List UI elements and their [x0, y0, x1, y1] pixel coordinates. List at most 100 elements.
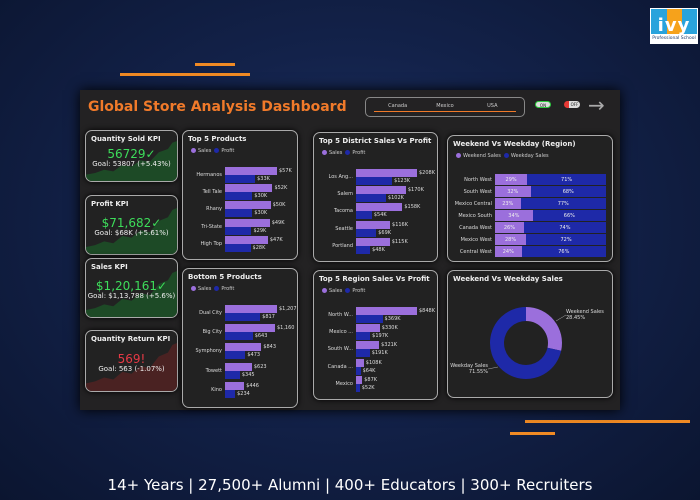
profit-bar[interactable]: [356, 177, 393, 185]
profit-bar[interactable]: [225, 192, 253, 201]
bar-category-label: Tell Tale: [202, 189, 222, 196]
slicer-usa[interactable]: USA: [468, 103, 516, 112]
sales-bar[interactable]: [356, 375, 363, 384]
profit-bar[interactable]: [225, 209, 253, 218]
bar-data-label: $369K: [384, 316, 401, 322]
legend-swatch-sales: [322, 288, 327, 293]
profit-bar[interactable]: [225, 351, 246, 360]
legend-swatch-profit: [345, 288, 351, 293]
bar-data-label: $87K: [364, 376, 378, 383]
stacked-bar[interactable]: 24% 76%: [495, 246, 606, 257]
stacked-bar[interactable]: 34% 66%: [495, 210, 606, 221]
weekday-segment[interactable]: 76%: [521, 246, 606, 257]
donut-label-value: 28.45%: [566, 315, 586, 321]
chart-legend: Sales Profit: [319, 150, 365, 156]
slicer-canada[interactable]: Canada: [374, 103, 422, 112]
bar-category-label: Canada ...: [327, 363, 353, 370]
profit-bar[interactable]: [225, 389, 236, 398]
weekday-segment[interactable]: 77%: [520, 198, 606, 209]
sales-bar[interactable]: [225, 381, 245, 390]
sales-bar[interactable]: [356, 220, 391, 229]
weekend-segment[interactable]: 34%: [495, 210, 533, 221]
slicer-mexico[interactable]: Mexico: [421, 103, 469, 112]
stacked-bar[interactable]: 32% 68%: [495, 186, 606, 197]
stacked-bar[interactable]: 23% 77%: [495, 198, 606, 209]
profit-bar[interactable]: [356, 194, 386, 203]
weekend-segment[interactable]: 26%: [495, 222, 524, 233]
sales-bar[interactable]: [356, 203, 403, 212]
profit-bar[interactable]: [225, 243, 251, 252]
bar-category-label: Seattle: [335, 225, 353, 232]
sales-bar[interactable]: [225, 343, 262, 352]
bar-data-label: $54K: [373, 212, 387, 219]
sales-bar[interactable]: [225, 305, 277, 313]
profit-bar[interactable]: [356, 315, 383, 323]
profit-bar[interactable]: [356, 383, 360, 392]
sales-bar[interactable]: [356, 324, 380, 333]
sales-bar[interactable]: [225, 324, 275, 333]
profit-bar[interactable]: [225, 226, 252, 235]
weekend-segment[interactable]: 23%: [495, 198, 521, 209]
weekend-segment[interactable]: 28%: [495, 234, 527, 245]
toggle-off[interactable]: OFF: [564, 101, 580, 108]
bar-category-label: Canada West: [459, 225, 492, 231]
sales-bar[interactable]: [225, 201, 271, 210]
donut-slice-weekend[interactable]: [526, 307, 562, 351]
sales-bar[interactable]: [225, 167, 277, 175]
weekday-segment[interactable]: 66%: [532, 210, 606, 221]
sales-bar[interactable]: [225, 218, 270, 227]
profit-bar[interactable]: [356, 228, 377, 237]
sales-bar[interactable]: [356, 186, 406, 195]
profit-bar[interactable]: [225, 370, 240, 379]
profit-bar[interactable]: [225, 332, 253, 341]
chart-title: Weekend Vs Weekday (Region): [453, 140, 576, 148]
sales-bar[interactable]: [225, 184, 273, 193]
bar-data-label: $52K: [274, 185, 288, 192]
chart-card: Weekend Vs Weekday (Region) Weekend Sales…: [447, 135, 613, 262]
bar-category-label: Rhany: [206, 206, 222, 213]
bar-data-label: $843: [263, 344, 277, 351]
donut-slice-weekday[interactable]: [490, 307, 562, 379]
bar-category-label: Hermanos: [196, 172, 222, 178]
profit-bar[interactable]: [225, 175, 256, 183]
sales-bar[interactable]: [225, 362, 252, 371]
legend-swatch-profit: [214, 286, 220, 291]
profit-bar[interactable]: [356, 211, 372, 220]
chart-title: Weekend Vs Weekday Sales: [453, 275, 563, 283]
chart-title: Top 5 District Sales Vs Profit: [319, 137, 432, 145]
sales-bar[interactable]: [356, 169, 417, 177]
bar-category-label: Big City: [202, 329, 222, 336]
decor-line: [120, 73, 250, 76]
donut-label: Weekday Sales 71.55%: [448, 363, 488, 375]
bar-data-label: $623: [253, 363, 267, 370]
sales-bar[interactable]: [356, 358, 364, 367]
bar-category-label: Towett: [205, 367, 222, 374]
kpi-title: Profit KPI: [91, 200, 129, 208]
kpi-goal: Goal: 53807 (+5.43%): [92, 160, 171, 168]
toggle-on[interactable]: ON: [535, 101, 551, 108]
sales-bar[interactable]: [225, 235, 268, 244]
sales-bar[interactable]: [356, 307, 417, 315]
profit-bar[interactable]: [356, 349, 370, 358]
weekend-segment[interactable]: 29%: [495, 174, 528, 185]
stacked-bar[interactable]: 26% 74%: [495, 222, 606, 233]
stacked-bar[interactable]: 29% 71%: [495, 174, 606, 185]
weekday-segment[interactable]: 71%: [527, 174, 606, 185]
bar-data-label: $102K: [387, 195, 404, 202]
weekend-segment[interactable]: 32%: [495, 186, 531, 197]
leader-line: [487, 366, 499, 370]
profit-bar[interactable]: [225, 313, 261, 321]
profit-bar[interactable]: [356, 332, 371, 341]
sales-bar[interactable]: [356, 341, 380, 350]
weekday-segment[interactable]: 68%: [530, 186, 606, 197]
arrow-right-icon[interactable]: →: [588, 93, 605, 117]
sales-bar[interactable]: [356, 237, 390, 246]
profit-bar[interactable]: [356, 245, 371, 254]
weekday-segment[interactable]: 72%: [526, 234, 606, 245]
country-slicer[interactable]: Canada Mexico USA: [365, 97, 525, 117]
weekday-segment[interactable]: 74%: [523, 222, 606, 233]
stacked-bar[interactable]: 28% 72%: [495, 234, 606, 245]
profit-bar[interactable]: [356, 366, 361, 375]
legend-swatch-sales: [191, 148, 196, 153]
weekend-segment[interactable]: 24%: [495, 246, 522, 257]
